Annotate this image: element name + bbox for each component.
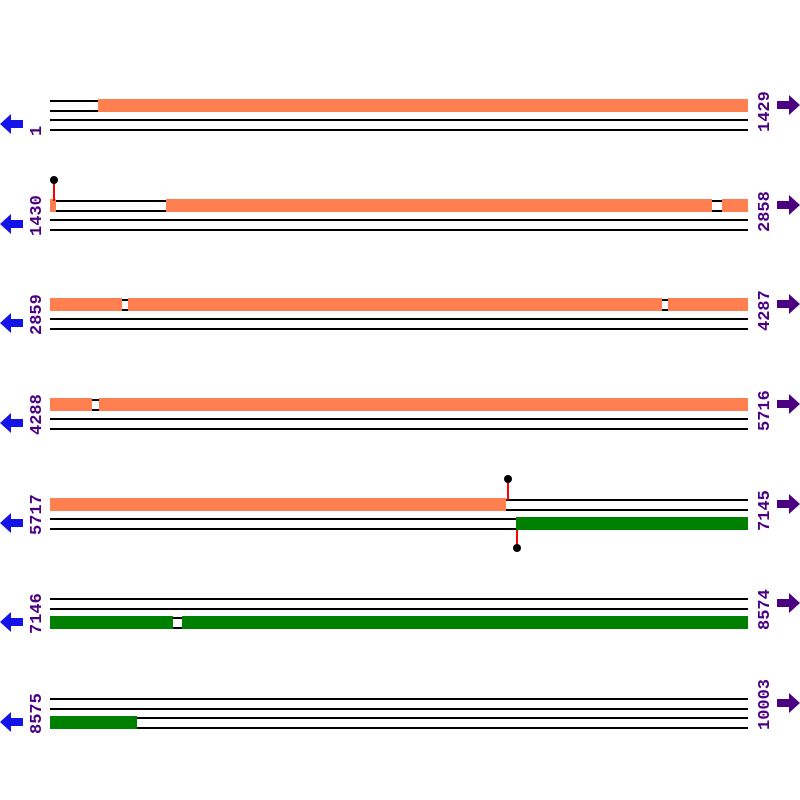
segment-start-label: 5717 — [28, 494, 47, 535]
reverse-strand-left-arrow-icon — [0, 413, 23, 433]
track-line — [50, 518, 748, 520]
forward-orf-bar[interactable] — [722, 199, 748, 212]
reverse-strand-left-arrow-icon — [0, 712, 23, 732]
reverse-orf-bar[interactable] — [182, 616, 748, 629]
forward-strand-right-arrow-icon — [777, 494, 800, 514]
forward-orf-bar[interactable] — [50, 498, 506, 511]
segment-start-label: 7146 — [28, 593, 47, 634]
reverse-orf-bar[interactable] — [50, 716, 137, 729]
forward-strand-right-arrow-icon — [777, 294, 800, 314]
track-line — [50, 717, 748, 719]
forward-orf-bar[interactable] — [98, 99, 748, 112]
forward-orf-bar[interactable] — [50, 398, 92, 411]
track-line — [50, 119, 748, 121]
segment-end-label: 8574 — [756, 589, 775, 630]
track-line — [50, 229, 748, 231]
segment-start-label: 1 — [28, 125, 47, 136]
segment-end-label: 1429 — [756, 91, 775, 132]
segment-end-label: 2858 — [756, 191, 775, 232]
track-line — [50, 727, 748, 729]
forward-orf-bar[interactable] — [50, 298, 122, 311]
reverse-strand-left-arrow-icon — [0, 313, 23, 333]
track-line — [50, 328, 748, 330]
stop-marker-stem — [53, 183, 55, 201]
segment-end-label: 5716 — [756, 390, 775, 431]
stop-marker-stem — [516, 530, 518, 545]
track-line — [50, 418, 748, 420]
track-line — [50, 428, 748, 430]
forward-strand-right-arrow-icon — [777, 394, 800, 414]
track-line — [50, 708, 748, 710]
reverse-orf-bar[interactable] — [50, 616, 173, 629]
segment-end-label: 4287 — [756, 290, 775, 331]
forward-orf-bar[interactable] — [128, 298, 662, 311]
segment-end-label: 10003 — [756, 678, 775, 730]
reverse-strand-left-arrow-icon — [0, 214, 23, 234]
reverse-strand-left-arrow-icon — [0, 114, 23, 134]
segment-start-label: 2859 — [28, 294, 47, 335]
track-line — [50, 608, 748, 610]
stop-marker-stem — [507, 482, 509, 500]
track-line — [50, 528, 748, 530]
reverse-orf-bar[interactable] — [516, 517, 748, 530]
segment-end-label: 7145 — [756, 490, 775, 531]
reverse-strand-left-arrow-icon — [0, 612, 23, 632]
forward-strand-right-arrow-icon — [777, 95, 800, 115]
stop-marker-dot — [50, 176, 58, 184]
segment-start-label: 4288 — [28, 394, 47, 435]
reverse-strand-left-arrow-icon — [0, 513, 23, 533]
segment-start-label: 8575 — [28, 693, 47, 734]
forward-strand-right-arrow-icon — [777, 195, 800, 215]
forward-orf-bar[interactable] — [99, 398, 748, 411]
stop-marker-dot — [513, 544, 521, 552]
segment-start-label: 1430 — [28, 195, 47, 236]
forward-orf-bar[interactable] — [668, 298, 748, 311]
track-line — [50, 219, 748, 221]
forward-orf-bar[interactable] — [166, 199, 712, 212]
forward-strand-right-arrow-icon — [777, 693, 800, 713]
track-line — [50, 318, 748, 320]
track-line — [50, 129, 748, 131]
stop-marker-dot — [504, 475, 512, 483]
track-line — [50, 598, 748, 600]
forward-strand-right-arrow-icon — [777, 593, 800, 613]
track-line — [50, 698, 748, 700]
forward-orf-bar[interactable] — [50, 199, 56, 212]
